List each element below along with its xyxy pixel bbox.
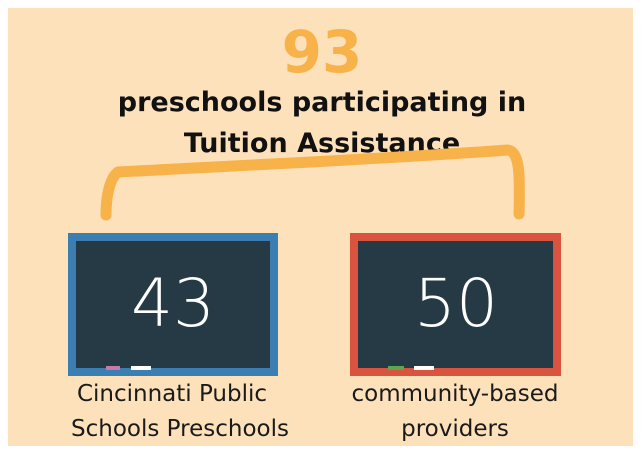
board-value: 50 [414, 265, 498, 342]
board: 50 [350, 233, 561, 376]
headline-number: 93 [282, 18, 363, 86]
board-label: Cincinnati Public [77, 381, 267, 407]
board-surface [358, 241, 553, 368]
chalk [106, 366, 120, 370]
board-label: community-based [351, 381, 558, 407]
chalk [131, 366, 151, 370]
board-surface [76, 241, 270, 368]
headline-line: preschools participating in [118, 87, 527, 118]
bracket [100, 144, 525, 221]
board-label: providers [401, 416, 509, 442]
board-label: Schools Preschools [71, 416, 289, 442]
board: 43 [68, 233, 278, 376]
board-value: 43 [131, 265, 215, 342]
chalk [388, 366, 404, 370]
chalk [414, 366, 434, 370]
